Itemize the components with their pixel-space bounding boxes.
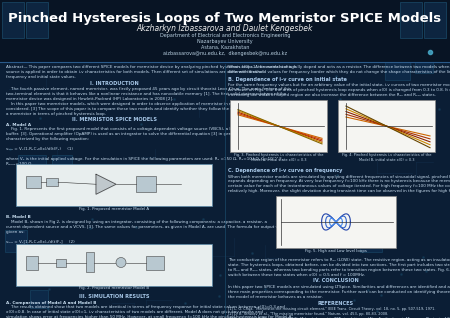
Text: Fig. 3. Pinched hysteresis i-v characteristics of the
Model A, initial state x(0: Fig. 3. Pinched hysteresis i-v character…: [234, 153, 323, 162]
Text: C. Dependence of i-v curve on frequency: C. Dependence of i-v curve on frequency: [228, 168, 342, 173]
Bar: [26, 176, 41, 188]
Text: Model B, shown in Fig 2, is designed by using an integrator, consisting of the f: Model B, shown in Fig 2, is designed by …: [6, 220, 295, 243]
Text: The fourth passive element, named memristor, was firstly proposed 45 years ago b: The fourth passive element, named memris…: [6, 87, 291, 116]
Text: When x(0)=1, the memristor is fully doped and acts as a resistor. The difference: When x(0)=1, the memristor is fully dope…: [228, 65, 450, 74]
Circle shape: [116, 258, 126, 267]
Text: B. Dependence of i-v curve on initial state: B. Dependence of i-v curve on initial st…: [228, 77, 347, 82]
Text: IV. CONCLUSION: IV. CONCLUSION: [313, 278, 359, 283]
Bar: [338, 100, 435, 152]
Text: Department of Electrical and Electronics Engineering: Department of Electrical and Electronics…: [160, 33, 290, 38]
Text: Astana, Kazakhstan: Astana, Kazakhstan: [201, 45, 249, 50]
Bar: [26, 255, 38, 269]
Text: A. Comparison of Model A and Model B: A. Comparison of Model A and Model B: [6, 301, 96, 305]
Bar: [424, 2, 446, 38]
Text: Nazarbayev University: Nazarbayev University: [197, 39, 253, 44]
Bar: [0, 0, 450, 62]
Text: aizbassarova@nu.edu.kz,  dkengesbek@nu.edu.kz: aizbassarova@nu.edu.kz, dkengesbek@nu.ed…: [163, 51, 287, 56]
Bar: [30, 290, 48, 308]
Bar: [52, 155, 72, 175]
Bar: [26, 2, 48, 38]
Bar: [46, 178, 58, 186]
Text: The results obtained show that two models are identical in terms of frequency re: The results obtained show that two model…: [6, 305, 292, 318]
Bar: [146, 255, 164, 269]
Text: Fig. 1. Represents the first proposed model that consists of a voltage-dependent: Fig. 1. Represents the first proposed mo…: [6, 128, 283, 166]
Bar: [276, 196, 396, 248]
Text: Fig. 2. Proposed memristor Model B: Fig. 2. Proposed memristor Model B: [79, 287, 149, 291]
Bar: [385, 55, 410, 80]
Bar: [415, 55, 433, 73]
Text: Fig. 5. High and Low level loops: Fig. 5. High and Low level loops: [305, 249, 367, 253]
Bar: [18, 155, 46, 183]
Text: [1] L. O. Chua, "Memristor-the missing circuit element," IEEE Trans. Circuit The: [1] L. O. Chua, "Memristor-the missing c…: [228, 307, 450, 318]
Text: II. MEMRISTOR SPICE MODELS: II. MEMRISTOR SPICE MODELS: [72, 117, 157, 121]
Bar: [136, 176, 156, 192]
Text: I. INTRODUCTION: I. INTRODUCTION: [90, 81, 139, 86]
Text: Fig. 1. Proposed memristor Model A: Fig. 1. Proposed memristor Model A: [79, 207, 149, 211]
Bar: [400, 2, 422, 38]
Text: Abstract— This paper compares two different SPICE models for memristor device by: Abstract— This paper compares two differ…: [6, 65, 297, 79]
Text: Akzharkyn Izbassarova and Daulet Kengesbek: Akzharkyn Izbassarova and Daulet Kengesb…: [137, 24, 313, 33]
Bar: [86, 252, 94, 272]
Text: When both memristor models are simulated by applying different frequencies of si: When both memristor models are simulated…: [228, 175, 450, 193]
Bar: [2, 2, 24, 38]
Text: B. Model B: B. Model B: [6, 215, 31, 219]
Bar: [230, 100, 327, 152]
Text: For the same frequency values but for an arbitrary value of the initial state, i: For the same frequency values but for an…: [228, 83, 450, 97]
Text: The conductive region of the memristor refers to R₀ₙ (LOW) state. The resistive : The conductive region of the memristor r…: [228, 258, 450, 277]
Bar: [5, 230, 27, 252]
Bar: [16, 244, 212, 286]
Text: A. Model A: A. Model A: [6, 123, 31, 127]
Bar: [360, 230, 382, 252]
Polygon shape: [96, 174, 116, 194]
Text: REFERENCES: REFERENCES: [318, 301, 354, 306]
Bar: [56, 259, 66, 266]
Text: Pinched Hysteresis Loops of Two Memristor SPICE Models: Pinched Hysteresis Loops of Two Memristo…: [9, 12, 441, 25]
Text: Fig. 4. Pinched hysteresis i-v characteristics of the
Model B, initial state x(0: Fig. 4. Pinched hysteresis i-v character…: [342, 153, 431, 162]
Bar: [16, 164, 212, 206]
Text: III. SIMULATION RESULTS: III. SIMULATION RESULTS: [79, 294, 149, 300]
Text: In this paper two SPICE models are simulated using LTSpice. Similarities and dif: In this paper two SPICE models are simul…: [228, 285, 450, 299]
